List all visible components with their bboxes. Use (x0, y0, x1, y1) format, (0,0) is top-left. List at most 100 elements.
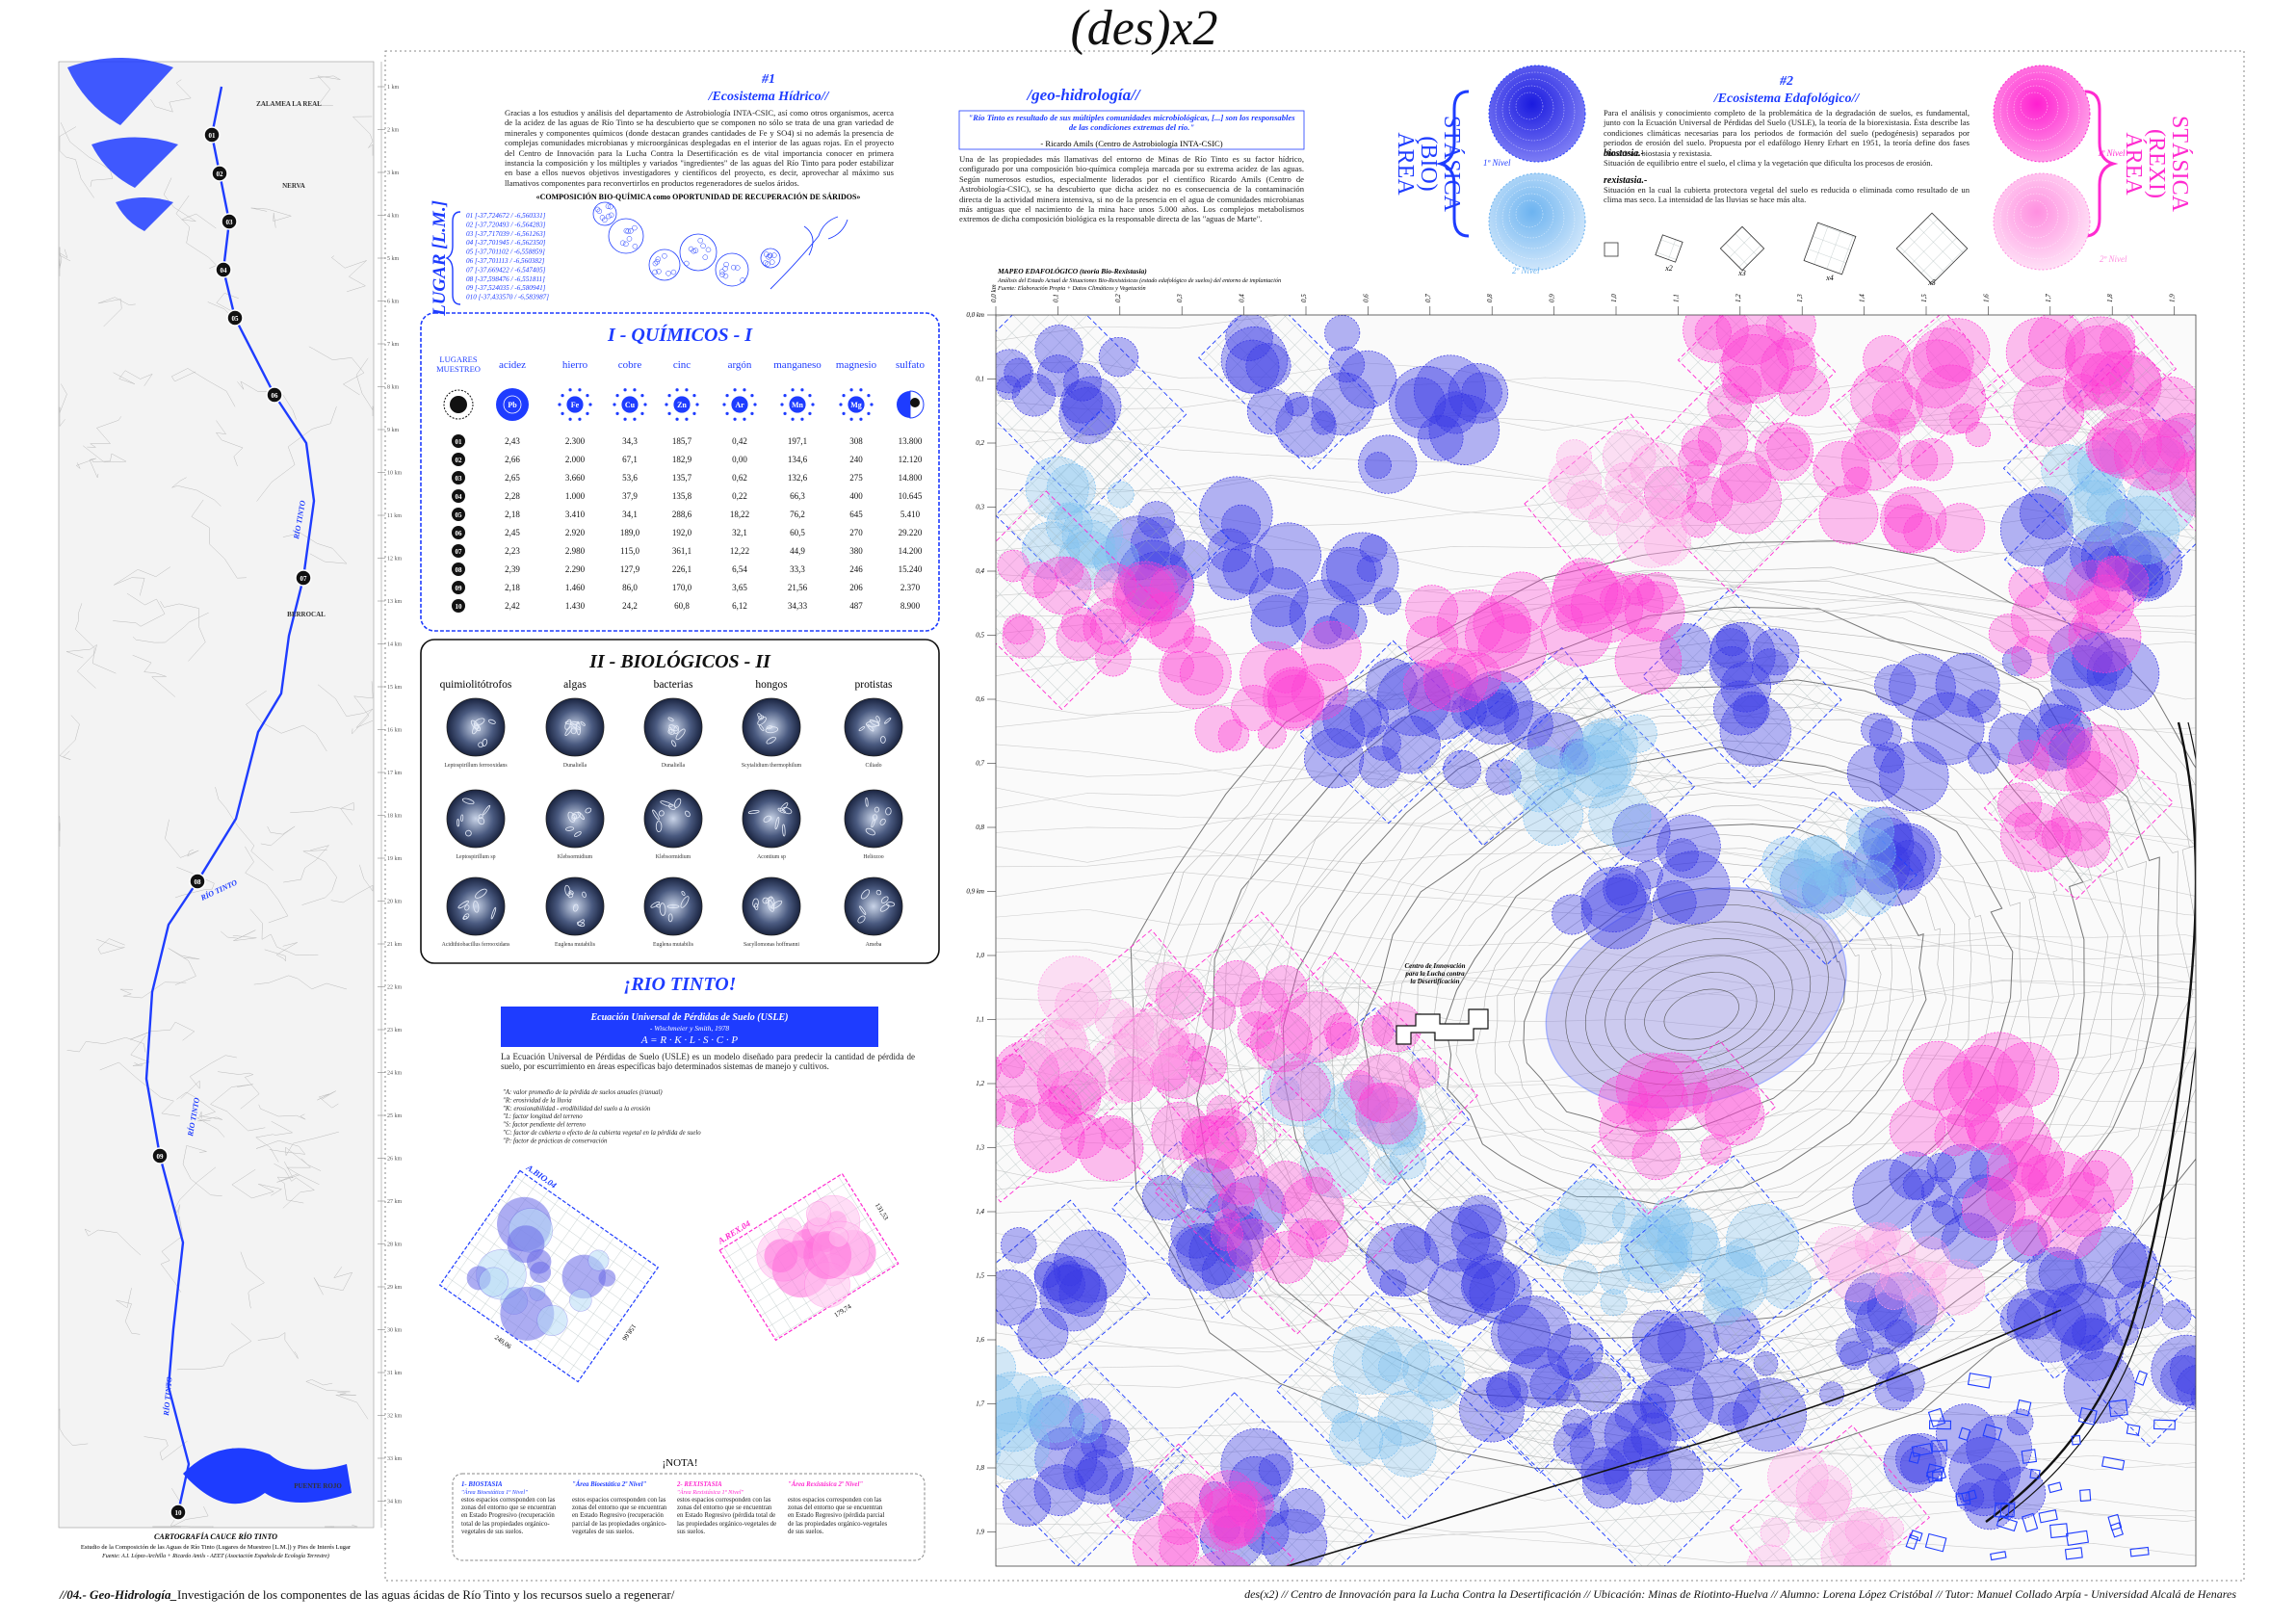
chemical-value: 308 (849, 436, 863, 446)
chemical-value: 76,2 (790, 510, 805, 519)
soil-circle (1683, 315, 1749, 363)
chemical-value: 361,1 (672, 546, 691, 556)
soil-circle (1626, 1092, 1670, 1138)
soil-circle (2014, 812, 2043, 841)
km-label: 19 km (387, 856, 403, 862)
building (1925, 1467, 1947, 1483)
soil-circle (1434, 391, 1477, 434)
soil-circle (1037, 1397, 1066, 1426)
terrain-contour (87, 416, 121, 448)
analysis-grid (1355, 1150, 1544, 1339)
micro-cell (577, 919, 585, 927)
level-label: 2º Nivel (1512, 266, 1540, 275)
chemical-value: 33,3 (790, 564, 805, 574)
center-building (1396, 1008, 1489, 1045)
sketch-dot (619, 240, 626, 247)
soil-circle (1024, 1019, 1091, 1086)
soil-circle (1725, 1238, 1756, 1269)
electron-dot (791, 388, 795, 392)
terrain-contour (165, 819, 199, 858)
soil-circle (1254, 522, 1322, 589)
soil-circle (1820, 1520, 1888, 1566)
soil-circle (1952, 1174, 2016, 1239)
terrain-contour (257, 1332, 299, 1359)
soil-circle (2074, 471, 2126, 523)
row-id-icon (452, 562, 465, 576)
note-body: estos espacios corresponden con las zona… (461, 1497, 557, 1535)
soil-circle (1880, 1516, 1905, 1541)
map-x-tick-label: 1,7 (2045, 294, 2052, 302)
area-title: (REXI) (2144, 129, 2169, 198)
micro-cell (869, 719, 880, 727)
soil-circle (1036, 354, 1080, 397)
diagram-circle (587, 1249, 610, 1271)
chemical-value: 1.000 (565, 491, 586, 501)
chemical-value: 2,65 (505, 473, 520, 483)
electron-dot (586, 393, 589, 398)
soil-circle (1868, 718, 1902, 751)
map-y-tick-label: 1,7 (976, 1400, 984, 1408)
micro-cell (858, 726, 866, 732)
soil-circle (1778, 365, 1830, 417)
micro-cell (565, 826, 575, 831)
micro-cell (572, 903, 579, 912)
railway (1996, 721, 2196, 1523)
soil-circle (996, 1094, 1029, 1129)
micro-cell (782, 806, 793, 815)
soil-circle (1638, 1052, 1708, 1122)
sketch-dot (623, 241, 629, 248)
map-y-tick-label: 0,4 (976, 567, 984, 575)
electron-dot (615, 411, 619, 416)
soil-circle (1378, 1419, 1437, 1478)
micro-cell (582, 891, 587, 898)
soil-circle (1776, 331, 1815, 371)
row-id: 08 (456, 566, 463, 574)
grid-sample-label: x3 (1737, 269, 1746, 277)
organism-caption: Euglena mutabilis (555, 942, 596, 948)
km-label: 15 km (387, 685, 403, 691)
soil-circle (1355, 1083, 1418, 1145)
electron-dot (568, 417, 572, 421)
chemical-value: 12.120 (899, 455, 923, 464)
usle-factor: "K: erosionabilidad - erodibilidad del s… (503, 1106, 651, 1112)
soil-circle (1761, 338, 1817, 395)
soil-circle (1967, 689, 2001, 723)
km-label: 12 km (387, 557, 403, 562)
diagram-dim: 158,66 (620, 1322, 638, 1343)
electron-dot (695, 403, 699, 406)
soil-circle (1879, 741, 1949, 812)
soil-circle (1210, 1217, 1243, 1251)
soil-circle (1491, 1304, 1551, 1365)
sketch-dot (705, 247, 712, 253)
micro-cell (867, 724, 874, 732)
micro-cell (569, 722, 581, 730)
soil-circle (2092, 409, 2162, 480)
building (2107, 1513, 2123, 1531)
micro-cell (564, 719, 572, 730)
footer-left-bold: //04.- Geo-Hidrología_ (60, 1587, 178, 1602)
sketch-dot (608, 212, 614, 219)
micrograph (446, 697, 506, 757)
chemical-value: 34,33 (788, 601, 808, 611)
micrograph (844, 876, 903, 936)
sample-label: 08 (195, 878, 202, 886)
soil-circle (1256, 1494, 1289, 1527)
soil-circle (1926, 318, 1991, 382)
chemical-value: 135,8 (672, 491, 692, 501)
map-y-tick-label: 0,9 km (966, 888, 984, 896)
sketch-dot (605, 203, 612, 209)
km-label: 17 km (387, 771, 403, 776)
electron-dot (675, 388, 679, 392)
organism-caption: Leptospirillum ferrooxidans (444, 762, 508, 769)
soil-circle (1844, 1272, 1904, 1332)
soil-circle (1536, 1231, 1570, 1266)
electron-dot (839, 403, 843, 406)
soil-circle (1212, 1149, 1268, 1205)
level-ring (2013, 193, 2059, 239)
soil-circle (1177, 1033, 1206, 1061)
soil-circle (1071, 1412, 1103, 1444)
soil-circle (1558, 1178, 1626, 1245)
soil-circle (1846, 806, 1894, 855)
chemical-symbol: Pb (508, 401, 517, 409)
map-x-tick-label: 1,8 (2106, 294, 2114, 302)
